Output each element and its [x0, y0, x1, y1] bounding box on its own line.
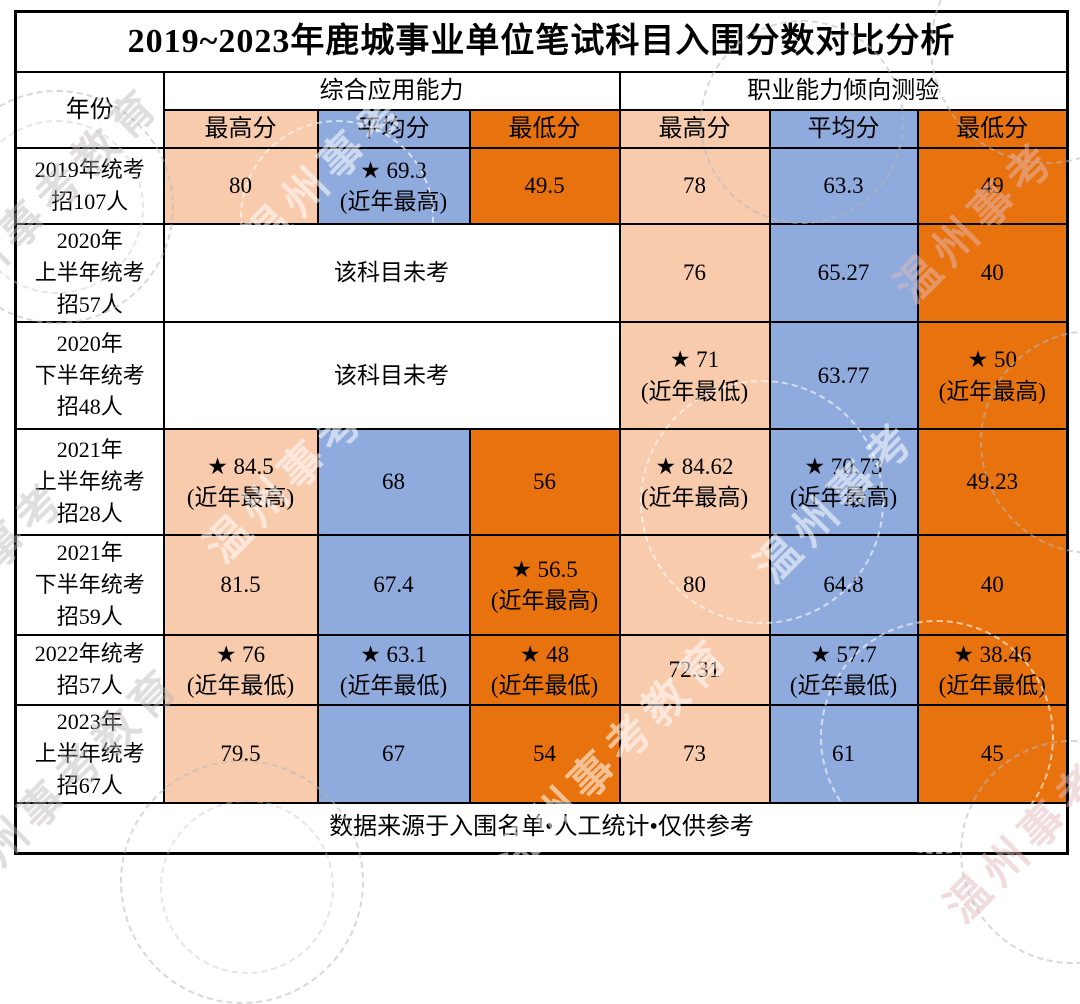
score-cell: 54: [468, 704, 621, 804]
score-cell: ★ 48 (近年最低): [468, 634, 621, 706]
score-cell: 67.4: [316, 534, 471, 636]
score-cell: 78: [618, 147, 771, 225]
column-header-max-2: 最高分: [618, 109, 771, 149]
score-cell: 80: [162, 147, 319, 225]
score-cell: 79.5: [162, 704, 319, 804]
score-cell: 45: [916, 704, 1069, 804]
score-cell: ★ 50 (近年最高): [916, 321, 1069, 430]
score-cell: ★ 57.7 (近年最低): [768, 634, 919, 706]
group-header-row: 年份 综合应用能力 职业能力倾向测验: [14, 71, 1069, 149]
group-header-aptitude: 职业能力倾向测验: [618, 71, 1069, 111]
year-cell: 2020年 下半年统考 招48人: [14, 321, 165, 430]
table-row-2021h2: 2021年 下半年统考 招59人 81.5 67.4 ★ 56.5 (近年最高)…: [14, 534, 1069, 636]
score-cell: 40: [916, 223, 1069, 323]
score-cell: 40: [916, 534, 1069, 636]
table-row-2021h1: 2021年 上半年统考 招28人 ★ 84.5 (近年最高) 68 56 ★ 8…: [14, 428, 1069, 536]
column-header-min-2: 最低分: [916, 109, 1069, 149]
title-row: 2019~2023年鹿城事业单位笔试科目入围分数对比分析: [14, 10, 1069, 73]
score-cell: 68: [316, 428, 471, 536]
score-cell: 61: [768, 704, 919, 804]
score-cell: 49: [916, 147, 1069, 225]
score-cell: ★ 56.5 (近年最高): [468, 534, 621, 636]
data-source-note: 数据来源于入围名单•人工统计•仅供参考: [14, 801, 1069, 855]
score-cell: 67: [316, 704, 471, 804]
not-tested-cell: 该科目未考: [162, 321, 621, 430]
column-header-avg-1: 平均分: [316, 109, 471, 149]
score-cell: ★ 69.3 (近年最高): [316, 147, 471, 225]
score-comparison-table: 2019~2023年鹿城事业单位笔试科目入围分数对比分析 年份 综合应用能力 职…: [14, 10, 1070, 855]
score-cell: 65.27: [768, 223, 919, 323]
column-header-min-1: 最低分: [468, 109, 621, 149]
year-cell: 2019年统考 招107人: [14, 147, 165, 225]
year-cell: 2023年 上半年统考 招67人: [14, 704, 165, 804]
score-cell: 72.31: [618, 634, 771, 706]
table-row-2023: 2023年 上半年统考 招67人 79.5 67 54 73 61 45: [14, 704, 1069, 804]
score-cell: ★ 76 (近年最低): [162, 634, 319, 706]
column-header-max-1: 最高分: [162, 109, 319, 149]
score-cell: 80: [618, 534, 771, 636]
score-cell: ★ 84.5 (近年最高): [162, 428, 319, 536]
score-cell: 73: [618, 704, 771, 804]
score-cell: ★ 63.1 (近年最低): [316, 634, 471, 706]
score-cell: ★ 38.46 (近年最低): [916, 634, 1069, 706]
score-cell: 56: [468, 428, 621, 536]
not-tested-cell: 该科目未考: [162, 223, 621, 323]
table-row-2019: 2019年统考 招107人 80 ★ 69.3 (近年最高) 49.5 78 6…: [14, 147, 1069, 225]
table-row-2022: 2022年统考 招57人 ★ 76 (近年最低) ★ 63.1 (近年最低) ★…: [14, 634, 1069, 706]
sub-header-row: 最高分 平均分 最低分 最高分 平均分 最低分: [16, 109, 1069, 149]
year-cell: 2021年 上半年统考 招28人: [14, 428, 165, 536]
score-cell: ★ 71 (近年最低): [618, 321, 771, 430]
score-cell: 49.5: [468, 147, 621, 225]
footer-row: 数据来源于入围名单•人工统计•仅供参考: [14, 801, 1069, 855]
group-header-comprehensive: 综合应用能力: [162, 71, 621, 111]
year-cell: 2021年 下半年统考 招59人: [14, 534, 165, 636]
score-cell: 49.23: [916, 428, 1069, 536]
table-title: 2019~2023年鹿城事业单位笔试科目入围分数对比分析: [14, 10, 1069, 73]
column-header-avg-2: 平均分: [768, 109, 919, 149]
year-cell: 2022年统考 招57人: [14, 634, 165, 706]
score-cell: 64.8: [768, 534, 919, 636]
score-cell: ★ 70.73 (近年最高): [768, 428, 919, 536]
score-cell: 63.77: [768, 321, 919, 430]
score-cell: 81.5: [162, 534, 319, 636]
score-cell: 76: [618, 223, 771, 323]
year-column-header: 年份: [14, 71, 165, 149]
year-cell: 2020年 上半年统考 招57人: [14, 223, 165, 323]
score-cell: 63.3: [768, 147, 919, 225]
table-row-2020h2: 2020年 下半年统考 招48人 该科目未考 ★ 71 (近年最低) 63.77…: [14, 321, 1069, 430]
score-cell: ★ 84.62 (近年最高): [618, 428, 771, 536]
table-row-2020h1: 2020年 上半年统考 招57人 该科目未考 76 65.27 40: [14, 223, 1069, 323]
